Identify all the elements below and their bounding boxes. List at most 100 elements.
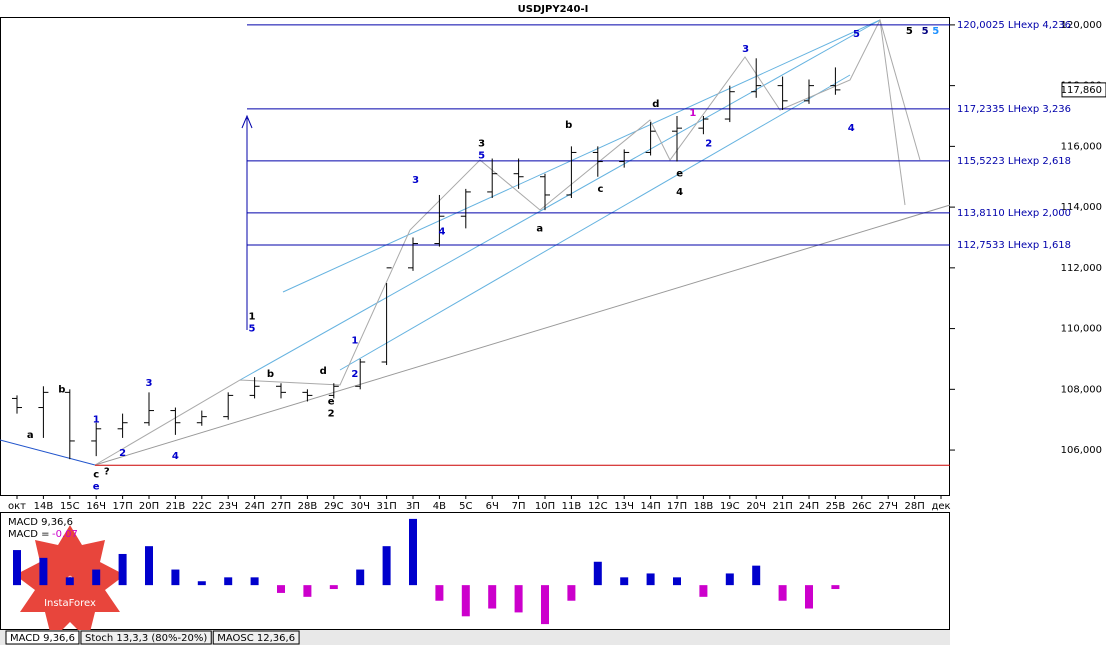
macd-bar bbox=[831, 585, 840, 590]
x-tick-label: 18В bbox=[694, 501, 714, 512]
level-label: 117,2335 LНexp 3,236 bbox=[957, 104, 1071, 115]
level-label: 113,8110 LНexp 2,000 bbox=[957, 208, 1071, 219]
macd-bar bbox=[409, 518, 417, 586]
wave-label: 1 bbox=[351, 336, 358, 347]
macd-value-text: MACD = bbox=[8, 529, 50, 540]
wave-label: d bbox=[652, 99, 659, 110]
wave-label: 2 bbox=[328, 409, 335, 420]
channel-line bbox=[239, 19, 881, 381]
macd-bar bbox=[673, 577, 681, 586]
tab-frame[interactable] bbox=[5, 630, 80, 645]
macd-bar bbox=[145, 546, 153, 586]
x-tick-label: 21В bbox=[166, 501, 186, 512]
projection-line bbox=[94, 18, 921, 466]
wave-label: 4 bbox=[439, 226, 446, 237]
wave-label: 5 bbox=[853, 29, 860, 40]
x-tick-label: 30Ч bbox=[350, 501, 370, 512]
wave-label: 1 bbox=[248, 311, 255, 322]
y-tick-label: 110,000 bbox=[1061, 324, 1102, 335]
x-tick-label: 25В bbox=[826, 501, 846, 512]
wave-label: d bbox=[320, 366, 327, 377]
indicator-tab[interactable]: MAOSC 12,36,6 bbox=[217, 633, 295, 644]
tab-frame[interactable] bbox=[212, 630, 300, 645]
macd-bar bbox=[567, 585, 576, 601]
x-tick-label: 15С bbox=[60, 501, 80, 512]
wave-label: a bbox=[27, 430, 34, 441]
x-tick-label: 3П bbox=[406, 501, 420, 512]
x-tick-label: 5С bbox=[459, 501, 472, 512]
x-tick-label: 27Ч bbox=[878, 501, 898, 512]
macd-bar bbox=[39, 557, 48, 586]
macd-bar bbox=[118, 553, 127, 586]
macd-bar bbox=[752, 565, 761, 586]
indicator-tab[interactable]: MACD 9,36,6 bbox=[10, 633, 75, 644]
macd-bar bbox=[250, 577, 259, 586]
macd-bar bbox=[277, 585, 285, 593]
x-tick-label: 28В bbox=[298, 501, 318, 512]
wave-label: 2 bbox=[705, 138, 712, 149]
macd-bar bbox=[593, 561, 602, 586]
wave-label: c bbox=[93, 469, 99, 480]
x-tick-label: 6Ч bbox=[486, 501, 499, 512]
x-tick-label: 4В bbox=[433, 501, 446, 512]
macd-bar bbox=[461, 585, 470, 617]
level-label: 115,5223 LНexp 2,618 bbox=[957, 156, 1071, 167]
arrow-head bbox=[241, 114, 253, 129]
wave-label: 1 bbox=[93, 415, 100, 426]
y-tick-label: 120,000 bbox=[1061, 20, 1102, 31]
wave-label: e bbox=[328, 396, 335, 407]
macd-bar bbox=[778, 585, 787, 601]
x-tick-label: 26С bbox=[852, 501, 872, 512]
macd-bar bbox=[620, 577, 629, 586]
macd-bar bbox=[329, 585, 338, 590]
macd-bar bbox=[514, 585, 523, 613]
x-tick-label: 23Ч bbox=[218, 501, 238, 512]
x-tick-label: 14П bbox=[640, 501, 660, 512]
wave-label: 1 bbox=[689, 108, 696, 119]
x-tick-label: 31П bbox=[376, 501, 396, 512]
last-price-box bbox=[1061, 82, 1106, 98]
wave-label: e bbox=[93, 481, 100, 492]
last-price-label: 117,860 bbox=[1061, 85, 1102, 96]
level-label: 120,0025 LНexp 4,236 bbox=[957, 20, 1071, 31]
macd-bar bbox=[805, 585, 813, 609]
y-tick-label: 114,000 bbox=[1061, 202, 1102, 213]
macd-bar bbox=[435, 585, 444, 601]
x-tick-label: 22С bbox=[192, 501, 212, 512]
x-tick-label: 10П bbox=[535, 501, 555, 512]
chart-title: USDJPY240-I bbox=[518, 4, 589, 15]
y-tick-label: 116,000 bbox=[1061, 141, 1102, 152]
wave-label: 3 bbox=[478, 138, 485, 149]
macd-bar bbox=[171, 569, 180, 586]
x-tick-label: 29С bbox=[324, 501, 344, 512]
wave-label: a bbox=[536, 223, 543, 234]
y-tick-label: 112,000 bbox=[1061, 263, 1102, 274]
x-tick-label: 14В bbox=[34, 501, 54, 512]
y-tick-label: 106,000 bbox=[1061, 445, 1102, 456]
channel-line bbox=[339, 74, 851, 371]
trend-line bbox=[94, 204, 951, 466]
level-label: 112,7533 LНexp 1,618 bbox=[957, 240, 1071, 251]
x-tick-label: 13Ч bbox=[614, 501, 634, 512]
tab-frame[interactable] bbox=[80, 630, 212, 645]
projection-line bbox=[879, 19, 906, 206]
wave-label: 4 bbox=[676, 187, 683, 198]
macd-bar bbox=[646, 573, 655, 586]
wave-label: b bbox=[267, 369, 274, 380]
wave-label: 4 bbox=[172, 451, 179, 462]
indicator-tab[interactable]: Stoch 13,3,3 (80%-20%) bbox=[85, 633, 207, 644]
x-tick-label: 24П bbox=[799, 501, 819, 512]
wave-label: b bbox=[58, 384, 65, 395]
macd-current: -0.07 bbox=[52, 529, 78, 540]
channel-line bbox=[282, 19, 881, 293]
x-tick-label: 20Ч bbox=[746, 501, 766, 512]
wave-label: 3 bbox=[146, 378, 153, 389]
x-tick-label: 17П bbox=[667, 501, 687, 512]
y-tick-label: 108,000 bbox=[1061, 384, 1102, 395]
wave-label: 5 bbox=[906, 26, 913, 37]
x-tick-label: 21П bbox=[772, 501, 792, 512]
macd-bar bbox=[224, 577, 233, 586]
wave-label: 5 bbox=[932, 26, 939, 37]
